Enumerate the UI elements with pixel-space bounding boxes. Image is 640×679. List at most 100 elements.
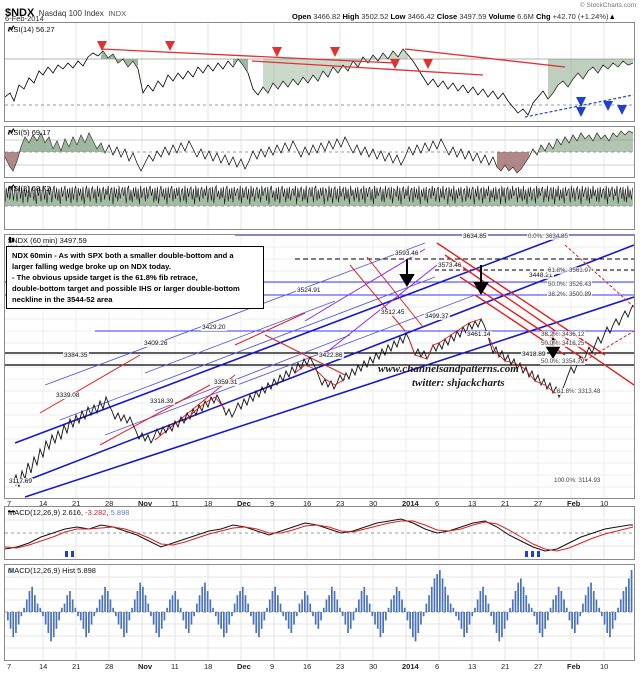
macd-hist-bar (625, 586, 627, 612)
macd-hist-bar (9, 612, 12, 629)
macd-hist-bar (82, 612, 85, 629)
macd-hist-bar (287, 612, 290, 629)
macd-hist-bar (295, 612, 298, 617)
macd-hist-bar (190, 612, 193, 625)
price-level-label: 3429.20 (201, 324, 227, 331)
macd-hist-bar (79, 612, 82, 621)
macd-hist-bar (285, 612, 287, 621)
macd-hist-bar (301, 599, 303, 612)
macd-hist-bar (603, 612, 606, 625)
panel-rsi2: RSI(2) 68.72 90 50 10 (4, 182, 635, 230)
close-value: 3497.59 (459, 12, 487, 21)
xaxis-tick: 13 (468, 499, 477, 508)
macd-hist-bar (96, 607, 98, 612)
macd-hist-bar (212, 607, 214, 612)
price-level-label: 3499.37 (424, 313, 450, 320)
macd-hist-bar (509, 607, 511, 612)
indicator-icon (7, 184, 16, 191)
macd-hist-bar (293, 612, 295, 625)
macd-hist-bar (590, 582, 592, 612)
high-value: 3502.52 (361, 12, 389, 21)
symbol-name: Nasdaq 100 Index (38, 9, 104, 18)
macd-hist-bar (204, 582, 206, 612)
macd-hist-bar (309, 603, 312, 612)
fib-level-label: 0.0%: 3634.85 (527, 233, 569, 240)
price-level-label: 3422.86 (318, 352, 344, 359)
macd-hist-bar (171, 595, 174, 612)
annotation-line-1: NDX 60min - As with SPX both a smaller d… (12, 251, 234, 260)
macd-hist-bar (487, 603, 490, 612)
symbol-ticker: $NDX (5, 7, 35, 19)
macd-hist-bar (52, 612, 55, 638)
macd-hist-bar (520, 578, 522, 612)
macd-hist-bar (560, 591, 563, 612)
macd-hist-bar (177, 599, 179, 612)
macd-hist-bar (58, 612, 60, 621)
macd-hist-bar (55, 612, 58, 629)
price-line-red-seg2 (486, 332, 563, 394)
xaxis-tick: 28 (105, 662, 114, 671)
xaxis-tick: 14 (39, 662, 48, 671)
macd-hist-bar (439, 570, 441, 612)
macd-hist-bar (244, 595, 247, 612)
xaxis-bottom: 7 14 21 28 Nov 11 18 Dec 9 16 23 30 2014 6 13 21 27 Feb 10 (4, 662, 635, 674)
macd-hist-bar (555, 595, 557, 612)
macd-hist-bar (88, 612, 90, 633)
macd-hist-bar (352, 612, 355, 621)
xaxis-tick: 16 (303, 662, 312, 671)
macd-hist-bar (223, 612, 225, 638)
macd-hist-bar (420, 612, 422, 625)
xaxis-tick: 21 (501, 662, 510, 671)
macd-hist-bar (417, 612, 420, 633)
macd-hist-bar (50, 612, 52, 642)
red-trendlines-left (39, 256, 424, 446)
macd-hist-bar (495, 612, 498, 633)
macd-hist-bar (363, 586, 366, 612)
macd-hist-bar (463, 612, 465, 638)
xaxis-tick: Nov (138, 499, 153, 508)
macd-hist-bar (428, 595, 430, 612)
macd-hist-bar (133, 599, 136, 612)
macd-hist-bar (155, 612, 158, 633)
quote-line: Open 3466.82 High 3502.52 Low 3466.42 Cl… (292, 12, 616, 21)
macd-hist-bar (144, 595, 147, 612)
macd-hist-bar (339, 607, 341, 612)
macd-hist-bar (185, 612, 187, 629)
macd-hist-bar (622, 591, 625, 612)
macd-hist-bar (393, 595, 395, 612)
rsi5-label: RSI(5) 69.17 (7, 128, 51, 137)
macd-hist-bar (260, 612, 263, 629)
macd-hist-bar (582, 603, 584, 612)
macd-hist-bar (447, 595, 449, 612)
annotation-line-2: larger falling wedge broke up on NDX tod… (12, 262, 171, 271)
macd-hist-bar (579, 612, 582, 617)
macd-hist-bar (187, 612, 190, 633)
macd-hist-bar (182, 612, 185, 621)
macd-hist-bar (36, 603, 39, 612)
macd-hist-bar (444, 586, 447, 612)
price-level-label: 3524.91 (296, 287, 322, 294)
macd-hist-bar (271, 591, 274, 612)
macd-hist-bar (198, 595, 201, 612)
xaxis-tick: Nov (138, 662, 153, 671)
macd-hist-bar (236, 595, 239, 612)
macd-hist-bar (117, 612, 120, 625)
macd-hist-bar (25, 599, 28, 612)
macd-hist-bar (430, 586, 433, 612)
macd-hist-bar (7, 612, 9, 621)
xaxis-tick: 23 (336, 499, 345, 508)
open-label: Open (292, 12, 312, 21)
macd-hist-bar (333, 591, 336, 612)
rsi14-svg (5, 23, 634, 121)
macd-hist-bar (460, 612, 463, 629)
fib-level-label: 50.0%: 3526.43 (547, 281, 593, 288)
macd-hist-bar (538, 612, 541, 633)
macd-hist-bar (263, 612, 266, 621)
price-line-red-seg4 (184, 396, 226, 422)
macd-hist-bar (398, 591, 401, 612)
macd-hist-bar (277, 595, 279, 612)
macd-hist-bar (376, 612, 379, 629)
macd-hist-bar (150, 612, 152, 617)
fib-level-label: 50.0%: 3418.25 (540, 340, 586, 347)
